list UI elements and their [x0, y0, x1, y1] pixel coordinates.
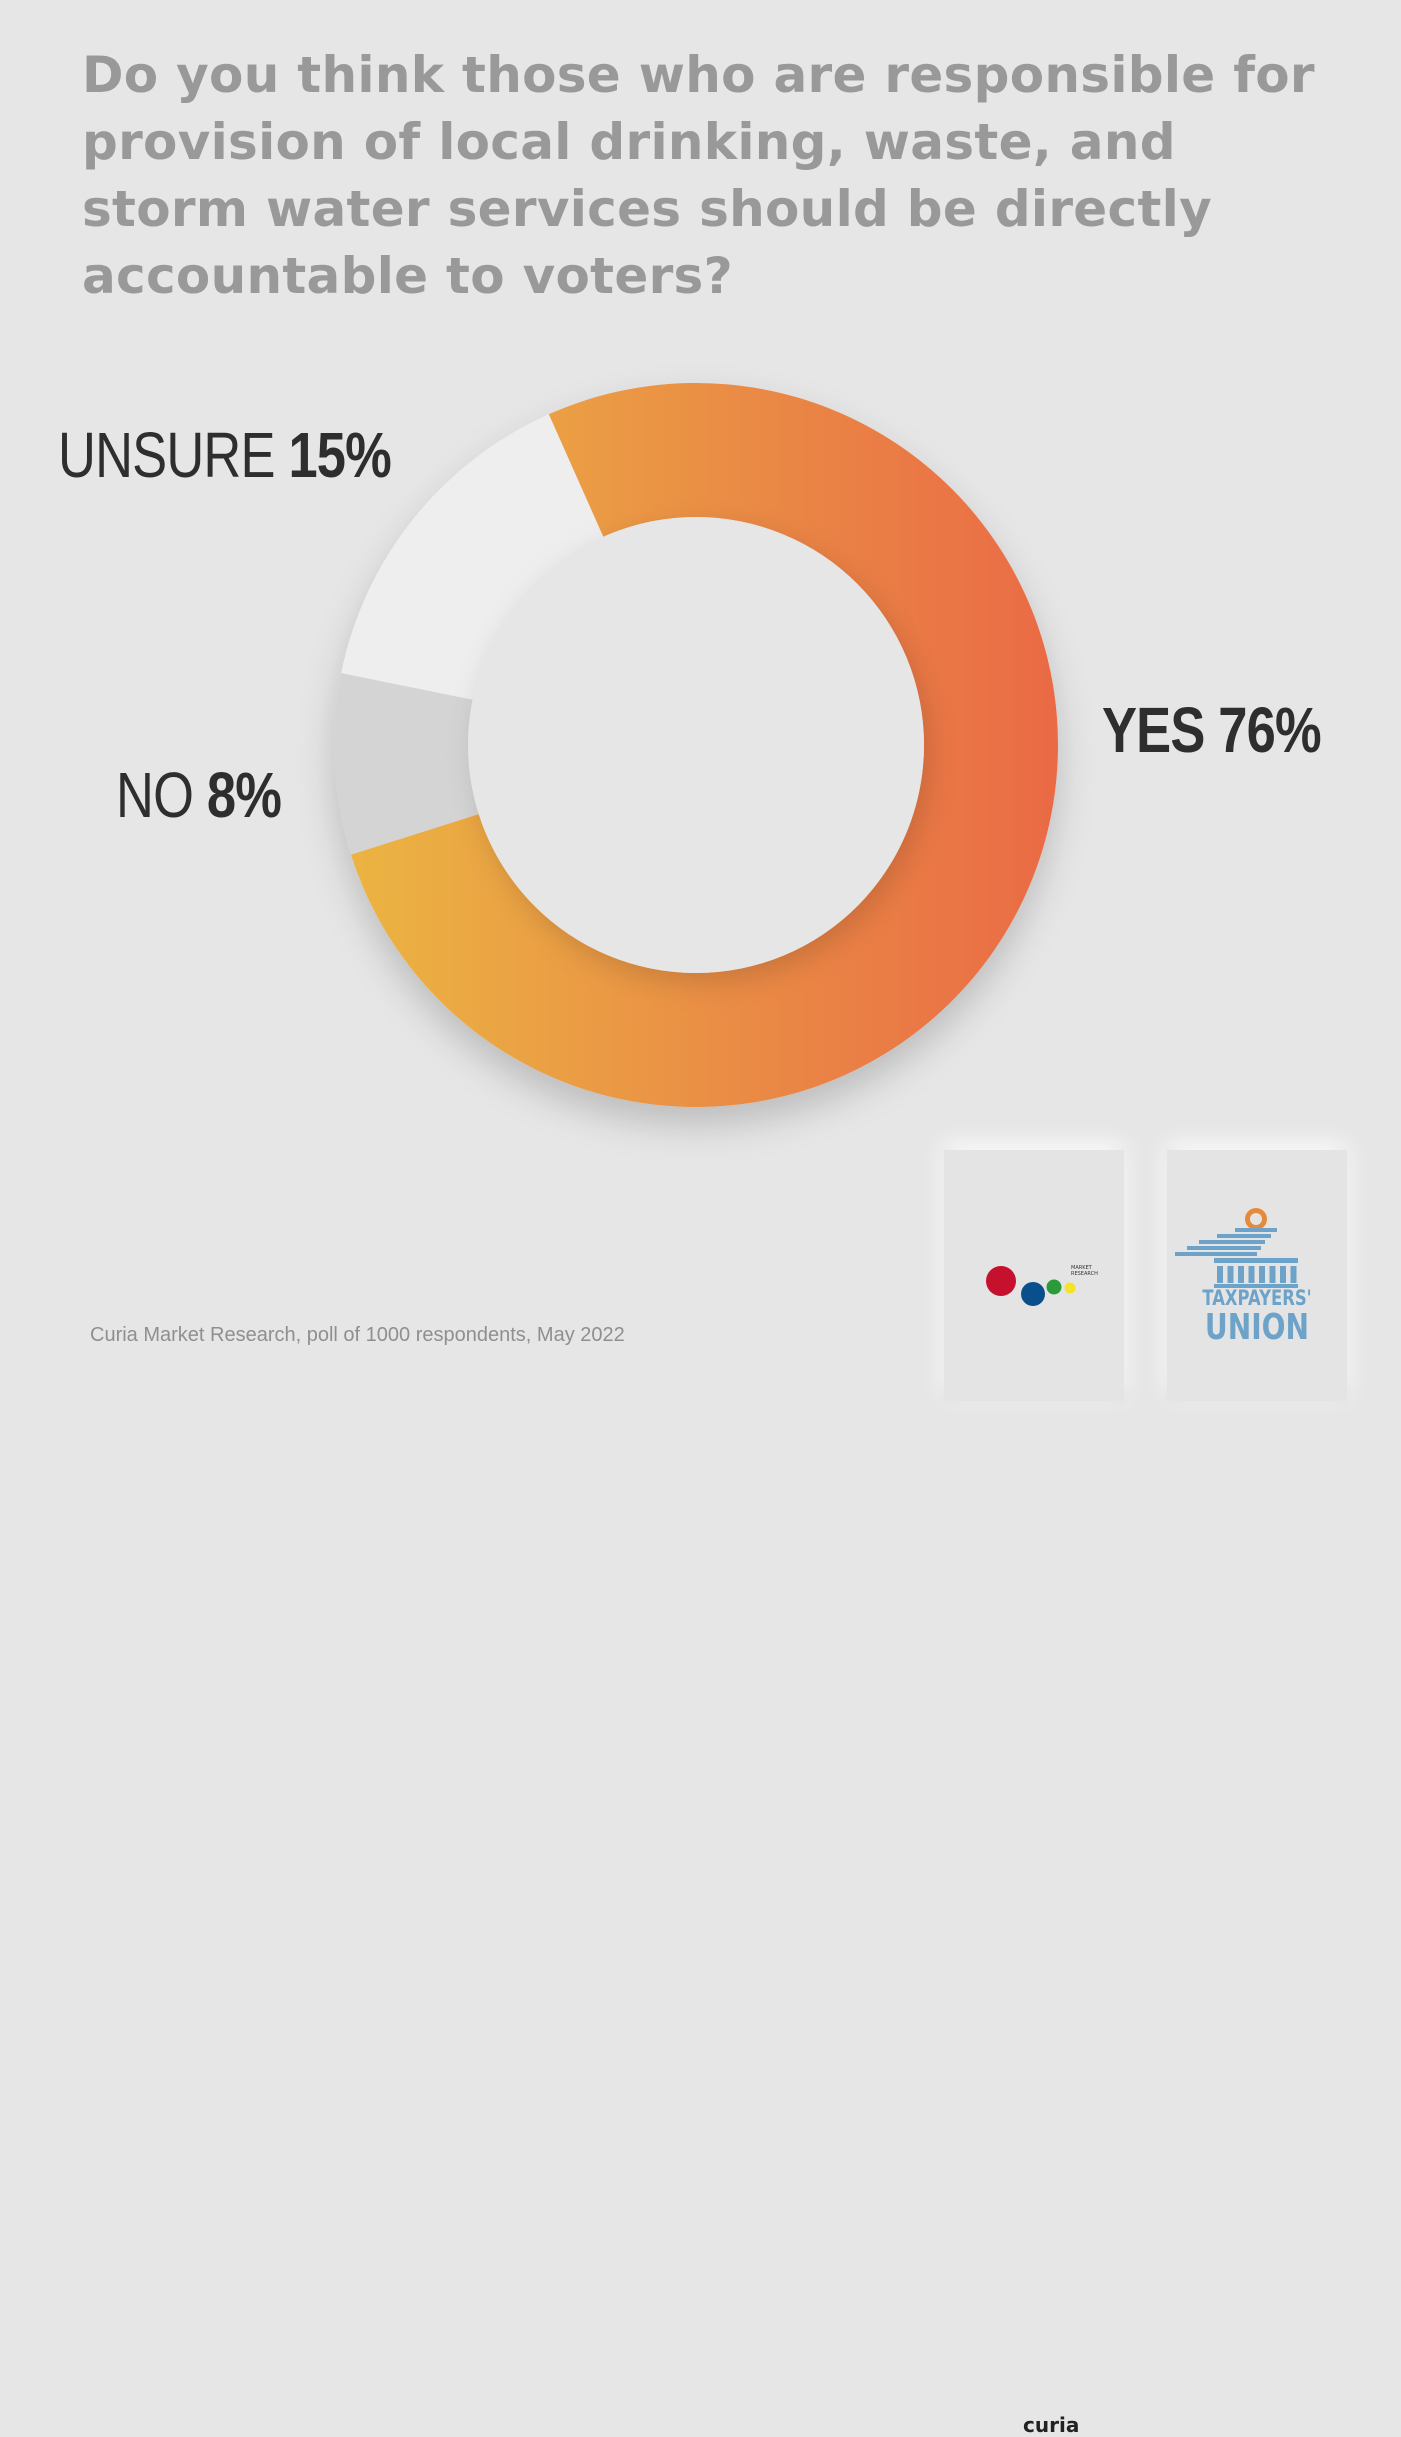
- taxpayers-union-line1: TAXPAYERS': [1202, 1286, 1312, 1310]
- label-no-word: NO: [116, 759, 194, 831]
- taxpayers-union-logo-text: TAXPAYERS' UNION: [1195, 1287, 1320, 1347]
- label-no-value: 8%: [206, 759, 282, 831]
- donut-chart: [333, 383, 1058, 1108]
- source-note: Curia Market Research, poll of 1000 resp…: [90, 1324, 625, 1346]
- label-yes: YES 76%: [1102, 693, 1322, 767]
- curia-logo-sub: MARKET RESEARCH: [1071, 1265, 1098, 1277]
- donut-slice-unsure: [341, 414, 604, 700]
- parliament-building-icon: [1175, 1208, 1298, 1288]
- donut-hole: [468, 517, 924, 973]
- donut-slice-yes: [351, 383, 1058, 1108]
- label-no: NO 8%: [116, 758, 282, 832]
- curia-dots-icon: [986, 1266, 1076, 1306]
- label-yes-word: YES: [1102, 694, 1205, 766]
- label-unsure-value: 15%: [288, 419, 392, 491]
- taxpayers-union-line2: UNION: [1204, 1307, 1310, 1348]
- taxpayers-union-logo-card: [1167, 1150, 1347, 1401]
- label-yes-value: 76%: [1218, 694, 1321, 766]
- curia-logo-word: curia: [1023, 2413, 1080, 2437]
- label-unsure-word: UNSURE: [58, 419, 276, 491]
- chart-title: Do you think those who are responsible f…: [82, 46, 1315, 305]
- donut-slice-no: [333, 673, 479, 855]
- label-unsure: UNSURE 15%: [58, 418, 392, 492]
